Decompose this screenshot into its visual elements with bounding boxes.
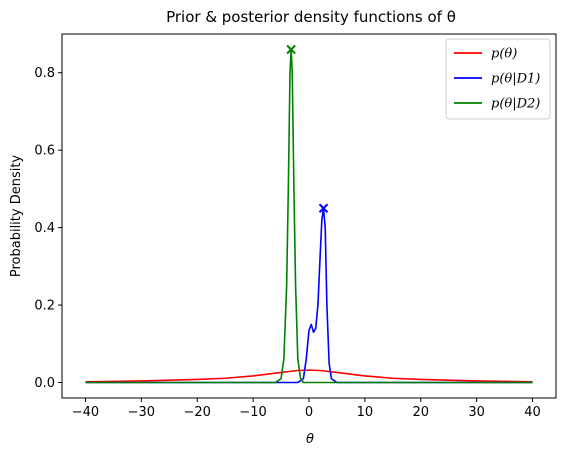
x-axis: −40 −30 −20 −10 0 10 20 30 40	[72, 398, 541, 420]
y-tick-label: 0.6	[34, 144, 55, 159]
x-tick-label: −30	[128, 405, 155, 420]
x-tick-label: 40	[524, 405, 541, 420]
series-line-1	[85, 369, 533, 383]
peak-marker-1	[286, 44, 296, 55]
chart-title: Prior & posterior density functions of θ	[166, 8, 456, 26]
y-axis: 0.0 0.2 0.4 0.6 0.8	[34, 66, 62, 391]
marker-layer	[286, 44, 329, 213]
legend: p(θ) p(θ|D1) p(θ|D2)	[445, 38, 551, 120]
x-tick-label: 30	[468, 405, 485, 420]
y-tick-label: 0.2	[34, 299, 55, 314]
y-tick-label: 0.8	[34, 66, 55, 81]
y-axis-title: Probability Density	[9, 155, 24, 278]
x-tick-label: 20	[412, 405, 429, 420]
x-axis-title: θ	[306, 432, 314, 447]
x-tick-label: −10	[239, 405, 266, 420]
series-line-2	[85, 207, 533, 384]
peak-marker-2	[318, 203, 329, 213]
legend-box	[445, 38, 551, 120]
x-tick-label: 10	[357, 405, 374, 420]
y-tick-label: 0.0	[34, 376, 55, 391]
legend-label-1: p(θ)	[491, 47, 517, 62]
x-tick-label: 0	[305, 405, 313, 420]
y-tick-label: 0.4	[34, 221, 55, 236]
x-tick-label: −20	[184, 405, 211, 420]
legend-label-2: p(θ|D1)	[491, 72, 540, 87]
x-tick-label: −40	[72, 405, 99, 420]
legend-label-3: p(θ|D2)	[491, 97, 540, 112]
